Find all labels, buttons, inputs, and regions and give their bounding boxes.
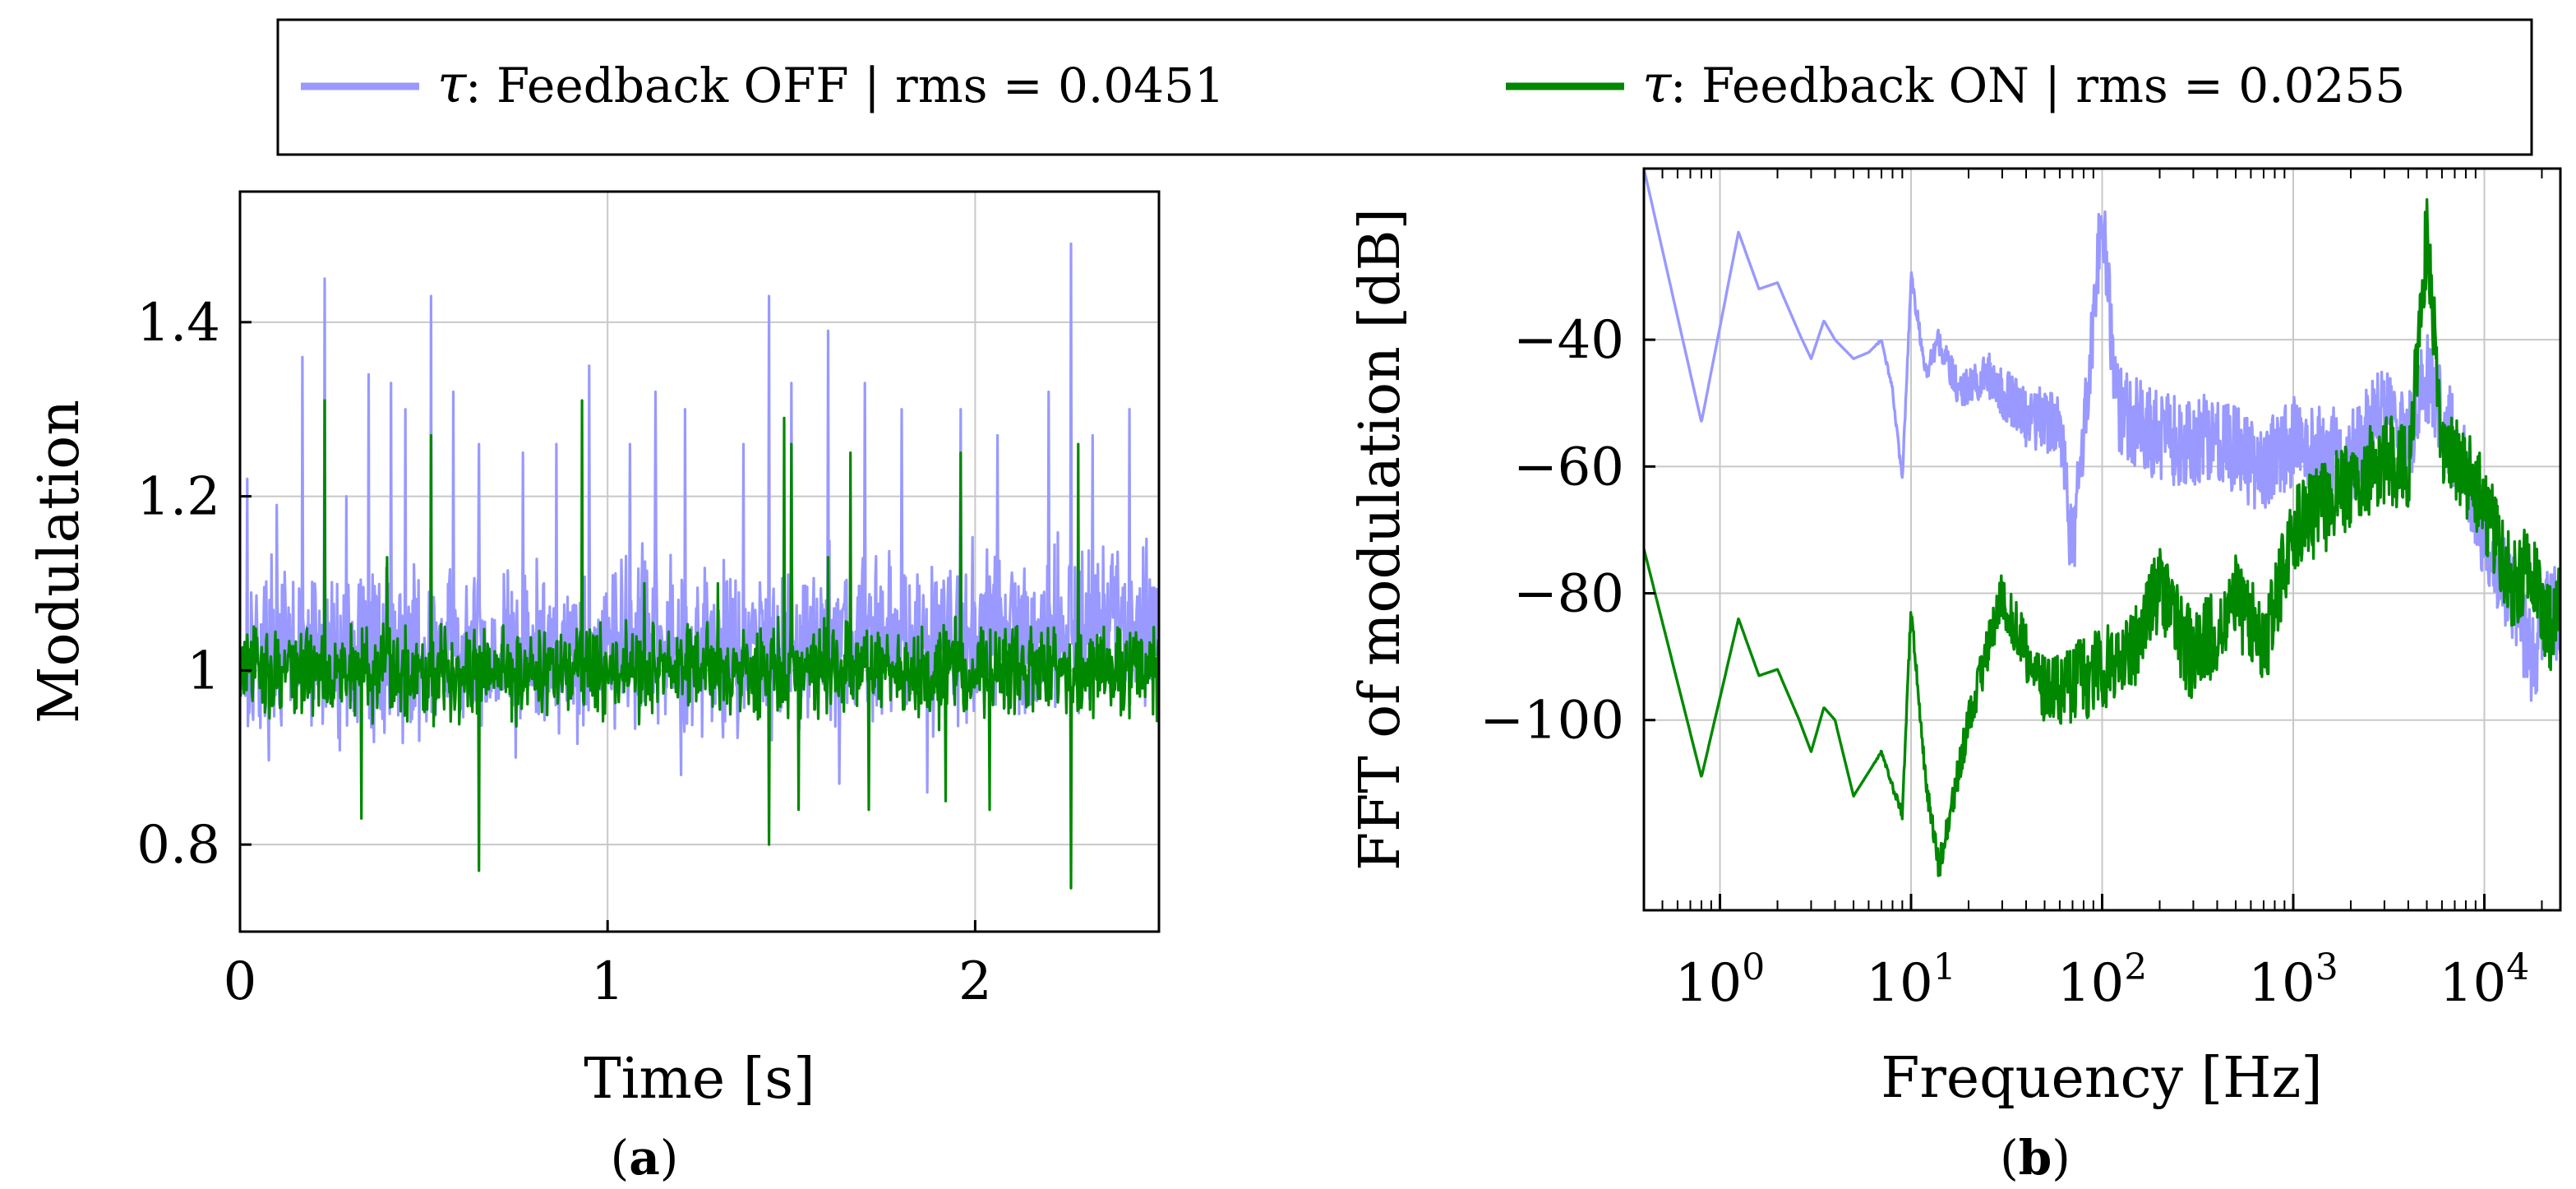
caption-b-letter: b — [2019, 1130, 2052, 1186]
caption-a-close: ) — [660, 1130, 679, 1186]
series-a — [240, 242, 1159, 890]
legend-label-on: : Feedback ON | rms = 0.0255 — [1670, 58, 2405, 113]
y-tick-label: −100 — [1480, 691, 1624, 752]
caption-a-open: ( — [611, 1130, 630, 1186]
spectrum-line-on — [1644, 198, 2560, 877]
y-tick-label: −60 — [1513, 437, 1624, 497]
x-tick-label: 0 — [224, 951, 257, 1012]
xlabel-b: Frequency [Hz] — [1881, 1046, 2323, 1111]
legend-box — [276, 18, 2533, 156]
series-b — [1644, 169, 2560, 877]
x-tick-label: 101 — [1866, 946, 1955, 1014]
grid-a — [239, 192, 1159, 932]
ylabel-a: Modulation — [27, 400, 92, 724]
x-tick-label: 2 — [958, 951, 992, 1012]
y-tick-label: 1.4 — [136, 293, 220, 354]
spectrum-line-off — [1644, 169, 2560, 702]
xlabel-a: Time [s] — [584, 1047, 815, 1112]
chart-a: 0 1 2 0.8 1 1.2 1.4 Time [s] Modulation (a) — [27, 190, 1161, 1186]
y-tick-label: 1 — [187, 641, 220, 701]
caption-a: (a) — [611, 1130, 679, 1186]
ylabel-b: FFT of modulation [dB] — [1348, 208, 1413, 871]
x-tick-label: 104 — [2440, 946, 2529, 1014]
caption-a-letter: a — [629, 1130, 660, 1186]
x-tick-label: 1 — [591, 951, 625, 1012]
x-tick-label: 100 — [1675, 946, 1765, 1014]
plot-frame-a — [238, 190, 1161, 933]
x-tick-label: 103 — [2248, 946, 2338, 1014]
legend: τ : Feedback OFF | rms = 0.0451 τ : Feed… — [276, 18, 2533, 156]
caption-b: (b) — [2000, 1130, 2070, 1186]
series-line-off — [240, 242, 1159, 794]
legend-symbol-on: τ — [1642, 54, 1673, 115]
x-tick-label: 102 — [2057, 946, 2147, 1014]
ticks-b: 100 101 102 103 104 −40 −60 −80 −100 — [1480, 169, 2543, 1014]
series-line-on — [240, 399, 1159, 890]
caption-b-close: ) — [2052, 1130, 2070, 1186]
legend-label-off: : Feedback OFF | rms = 0.0451 — [465, 58, 1225, 113]
y-tick-label: 0.8 — [136, 815, 220, 876]
legend-symbol-off: τ — [437, 54, 468, 115]
y-tick-label: 1.2 — [136, 467, 220, 528]
chart-b: 100 101 102 103 104 −40 −60 −80 −100 Frequency [… — [1348, 167, 2562, 1186]
ticks-a: 0 1 2 0.8 1 1.2 1.4 — [136, 293, 992, 1012]
caption-b-open: ( — [2000, 1130, 2019, 1186]
y-tick-label: −40 — [1513, 310, 1624, 371]
y-tick-label: −80 — [1513, 564, 1624, 625]
